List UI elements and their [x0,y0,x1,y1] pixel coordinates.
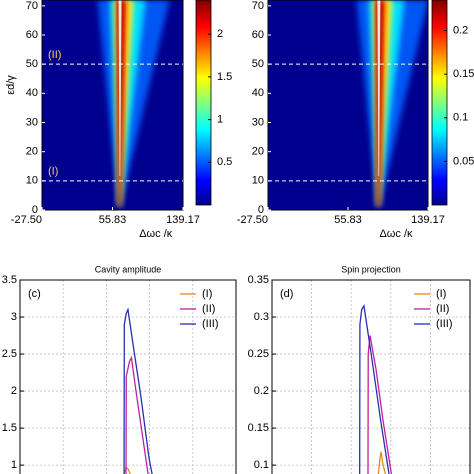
colorbar-tick-label: 1 [217,113,223,125]
y-axis-label: εd/γ [5,75,17,95]
chart-title: Spin projection [341,264,401,274]
colorbar-tick-label: 0.1 [453,112,468,124]
y-tick-label: 0.3 [254,311,269,323]
series-line [123,466,131,474]
y-tick-label: 20 [252,146,264,158]
y-tick-label: 1.5 [2,422,17,434]
heatmap-image [42,0,183,210]
y-tick-label: 60 [252,29,264,41]
y-tick-label: 20 [26,146,38,158]
y-tick-label: 10 [252,175,264,187]
y-tick-label: 40 [252,87,264,99]
cut-label: (II) [48,49,61,61]
x-tick-label: 139.17 [411,214,445,226]
y-tick-label: 50 [26,58,38,70]
y-tick-label: 2.5 [2,348,17,360]
colorbar-tick-label: 0.2 [453,24,468,36]
y-tick-label: 40 [26,87,38,99]
x-axis-label: Δωc /κ [139,228,173,240]
cut-label: (I) [48,166,58,178]
plot-area [359,304,393,474]
plot-frame [19,279,237,474]
series-line [359,304,390,474]
heatmap-image [268,0,428,210]
series-line [367,335,393,474]
y-tick-label: 0 [32,204,38,216]
legend-label: (I) [202,288,212,300]
y-tick-label: 30 [26,116,38,128]
chart-title: Cavity amplitude [95,264,162,274]
heatmap-ridge-core [118,0,122,176]
series-line [123,307,153,474]
series-line [125,355,149,474]
y-tick-label: 0.25 [248,348,269,360]
y-tick-label: 2 [11,385,17,397]
heatmap-ridge-core [377,0,381,176]
y-tick-label: 0.1 [254,459,269,471]
y-tick-label: 0.2 [254,385,269,397]
colorbar-tick-label: 0.5 [217,156,232,168]
colorbar-tick-label: 0.05 [453,155,474,167]
y-tick-label: 10 [26,175,38,187]
panel-label: (c) [28,288,41,300]
plot-frame [271,279,471,474]
y-tick-label: 30 [252,116,264,128]
colorbar [431,0,448,206]
y-tick-label: 0.35 [248,274,269,286]
y-tick-label: 0 [258,204,264,216]
legend-label: (III) [202,318,219,330]
y-tick-label: 70 [252,0,264,12]
series-line [377,451,387,474]
colorbar-tick-label: 1.5 [217,71,232,83]
colorbar-tick-label: 2 [217,28,223,40]
legend-label: (III) [436,318,453,330]
x-axis-label: Δωc /κ [379,228,413,240]
x-tick-label: -27.50 [237,214,268,226]
legend-label: (II) [202,303,215,315]
x-tick-label: 139.17 [166,214,200,226]
y-tick-label: 3 [11,311,17,323]
legend-label: (I) [436,288,446,300]
y-tick-label: 0.15 [248,422,269,434]
colorbar [195,0,212,206]
panel-label: (d) [280,288,293,300]
y-tick-label: 50 [252,58,264,70]
y-tick-label: 1 [11,459,17,471]
x-tick-label: 55.83 [334,214,362,226]
x-tick-label: 55.83 [99,214,127,226]
plot-area [123,307,153,474]
colorbar-tick-label: 0.15 [453,68,474,80]
y-tick-label: 70 [26,0,38,12]
y-tick-label: 3.5 [2,274,17,286]
legend-label: (II) [436,303,449,315]
x-tick-label: -27.50 [11,214,42,226]
y-tick-label: 60 [26,29,38,41]
